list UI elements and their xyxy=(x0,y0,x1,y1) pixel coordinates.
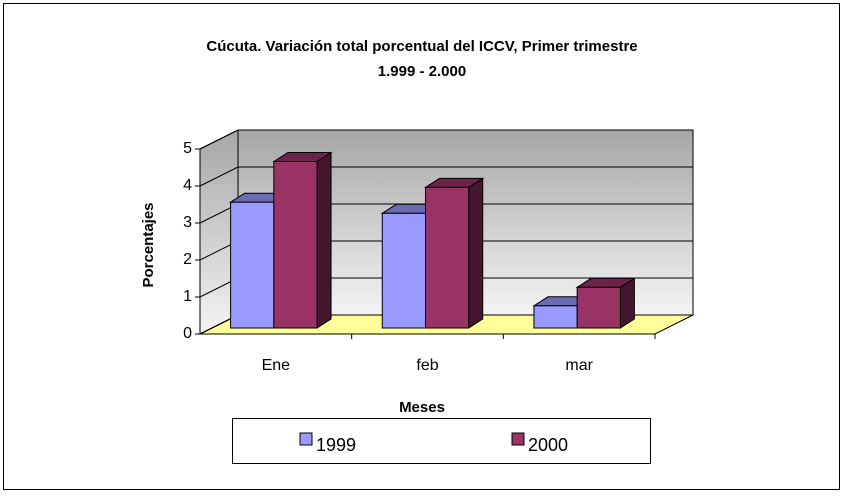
bar xyxy=(381,212,426,329)
x-tick-label: feb xyxy=(416,357,438,374)
y-axis-label: Porcentajes xyxy=(140,202,157,287)
y-tick-label: 5 xyxy=(183,140,192,157)
legend-swatch xyxy=(511,432,525,446)
grid-line xyxy=(199,129,693,150)
bar xyxy=(273,161,318,329)
y-tick-label: 3 xyxy=(183,214,192,231)
bar xyxy=(425,186,470,329)
bar-side xyxy=(316,151,332,329)
grid-line xyxy=(199,166,693,187)
x-axis-label: Meses xyxy=(399,399,445,416)
legend-swatch xyxy=(299,432,313,446)
y-tick-label: 1 xyxy=(183,288,192,305)
legend-label: 1999 xyxy=(316,435,356,455)
chart-title: 1.999 - 2.000 xyxy=(378,63,466,80)
y-tick-label: 2 xyxy=(183,251,192,268)
legend xyxy=(232,418,651,464)
bar xyxy=(230,201,275,329)
bar xyxy=(576,286,621,329)
bar-side xyxy=(468,177,484,329)
y-tick-label: 4 xyxy=(183,177,192,194)
x-tick-label: Ene xyxy=(262,357,291,374)
bar xyxy=(533,305,578,329)
y-tick-label: 0 xyxy=(183,325,192,342)
chart-title: Cúcuta. Variación total porcentual del I… xyxy=(206,38,637,55)
x-tick-label: mar xyxy=(565,357,593,374)
plot-area: 0 1 2 3 4 5 Ene feb mar xyxy=(183,129,694,374)
legend-label: 2000 xyxy=(528,435,568,455)
